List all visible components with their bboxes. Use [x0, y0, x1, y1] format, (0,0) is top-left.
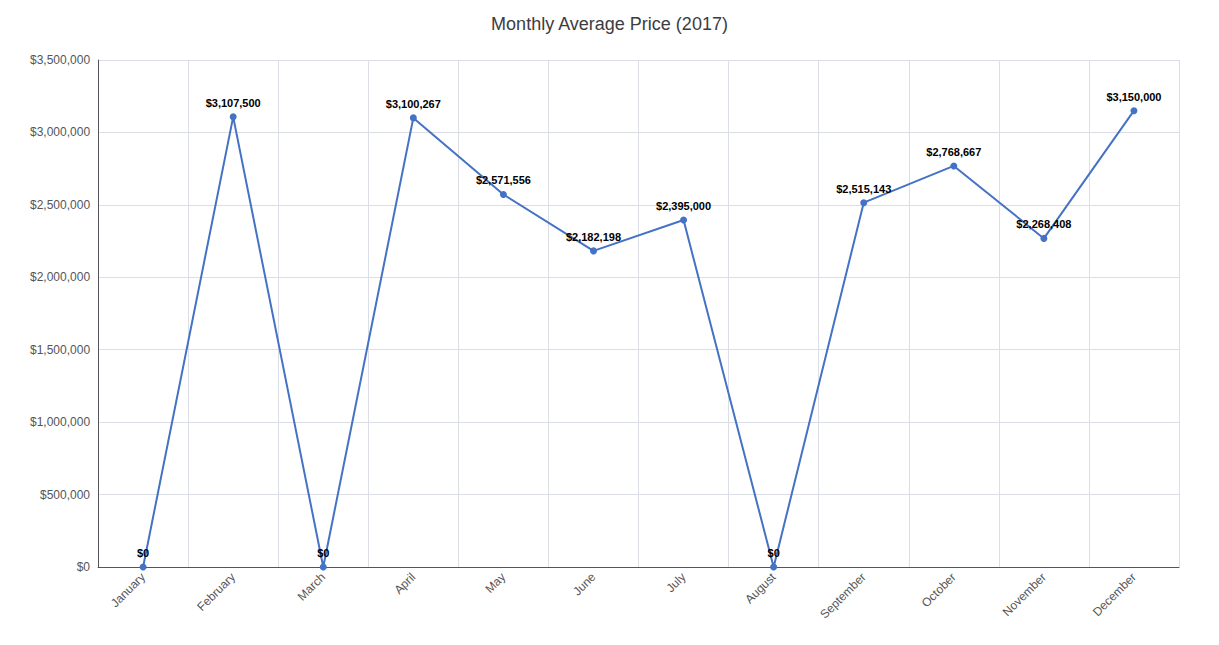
svg-text:$3,500,000: $3,500,000	[30, 53, 90, 67]
svg-text:May: May	[482, 570, 508, 596]
svg-text:$3,107,500: $3,107,500	[206, 97, 261, 109]
svg-text:October: October	[919, 570, 959, 610]
svg-text:$2,268,408: $2,268,408	[1016, 218, 1071, 230]
svg-text:$3,000,000: $3,000,000	[30, 125, 90, 139]
svg-text:July: July	[664, 570, 689, 595]
svg-text:$2,000,000: $2,000,000	[30, 270, 90, 284]
svg-text:$0: $0	[77, 560, 91, 574]
svg-text:$3,100,267: $3,100,267	[386, 98, 441, 110]
svg-text:January: January	[108, 570, 148, 610]
svg-text:August: August	[742, 570, 779, 607]
svg-text:Monthly Average Price (2017): Monthly Average Price (2017)	[491, 14, 728, 34]
svg-text:September: September	[817, 570, 868, 621]
svg-text:$2,500,000: $2,500,000	[30, 198, 90, 212]
svg-text:$500,000: $500,000	[40, 488, 90, 502]
svg-text:April: April	[391, 570, 418, 597]
svg-text:$1,000,000: $1,000,000	[30, 415, 90, 429]
svg-text:$0: $0	[768, 547, 780, 559]
svg-text:$2,182,198: $2,182,198	[566, 231, 621, 243]
svg-text:December: December	[1090, 570, 1139, 619]
svg-text:$0: $0	[137, 547, 149, 559]
svg-text:$2,571,556: $2,571,556	[476, 174, 531, 186]
svg-text:$1,500,000: $1,500,000	[30, 343, 90, 357]
svg-text:March: March	[295, 570, 328, 603]
svg-text:February: February	[194, 570, 238, 614]
svg-text:$2,395,000: $2,395,000	[656, 200, 711, 212]
svg-text:$2,768,667: $2,768,667	[926, 146, 981, 158]
svg-text:$0: $0	[317, 547, 329, 559]
svg-text:$2,515,143: $2,515,143	[836, 183, 891, 195]
svg-text:November: November	[1000, 570, 1049, 619]
svg-text:$3,150,000: $3,150,000	[1106, 91, 1161, 103]
svg-text:June: June	[570, 570, 599, 599]
